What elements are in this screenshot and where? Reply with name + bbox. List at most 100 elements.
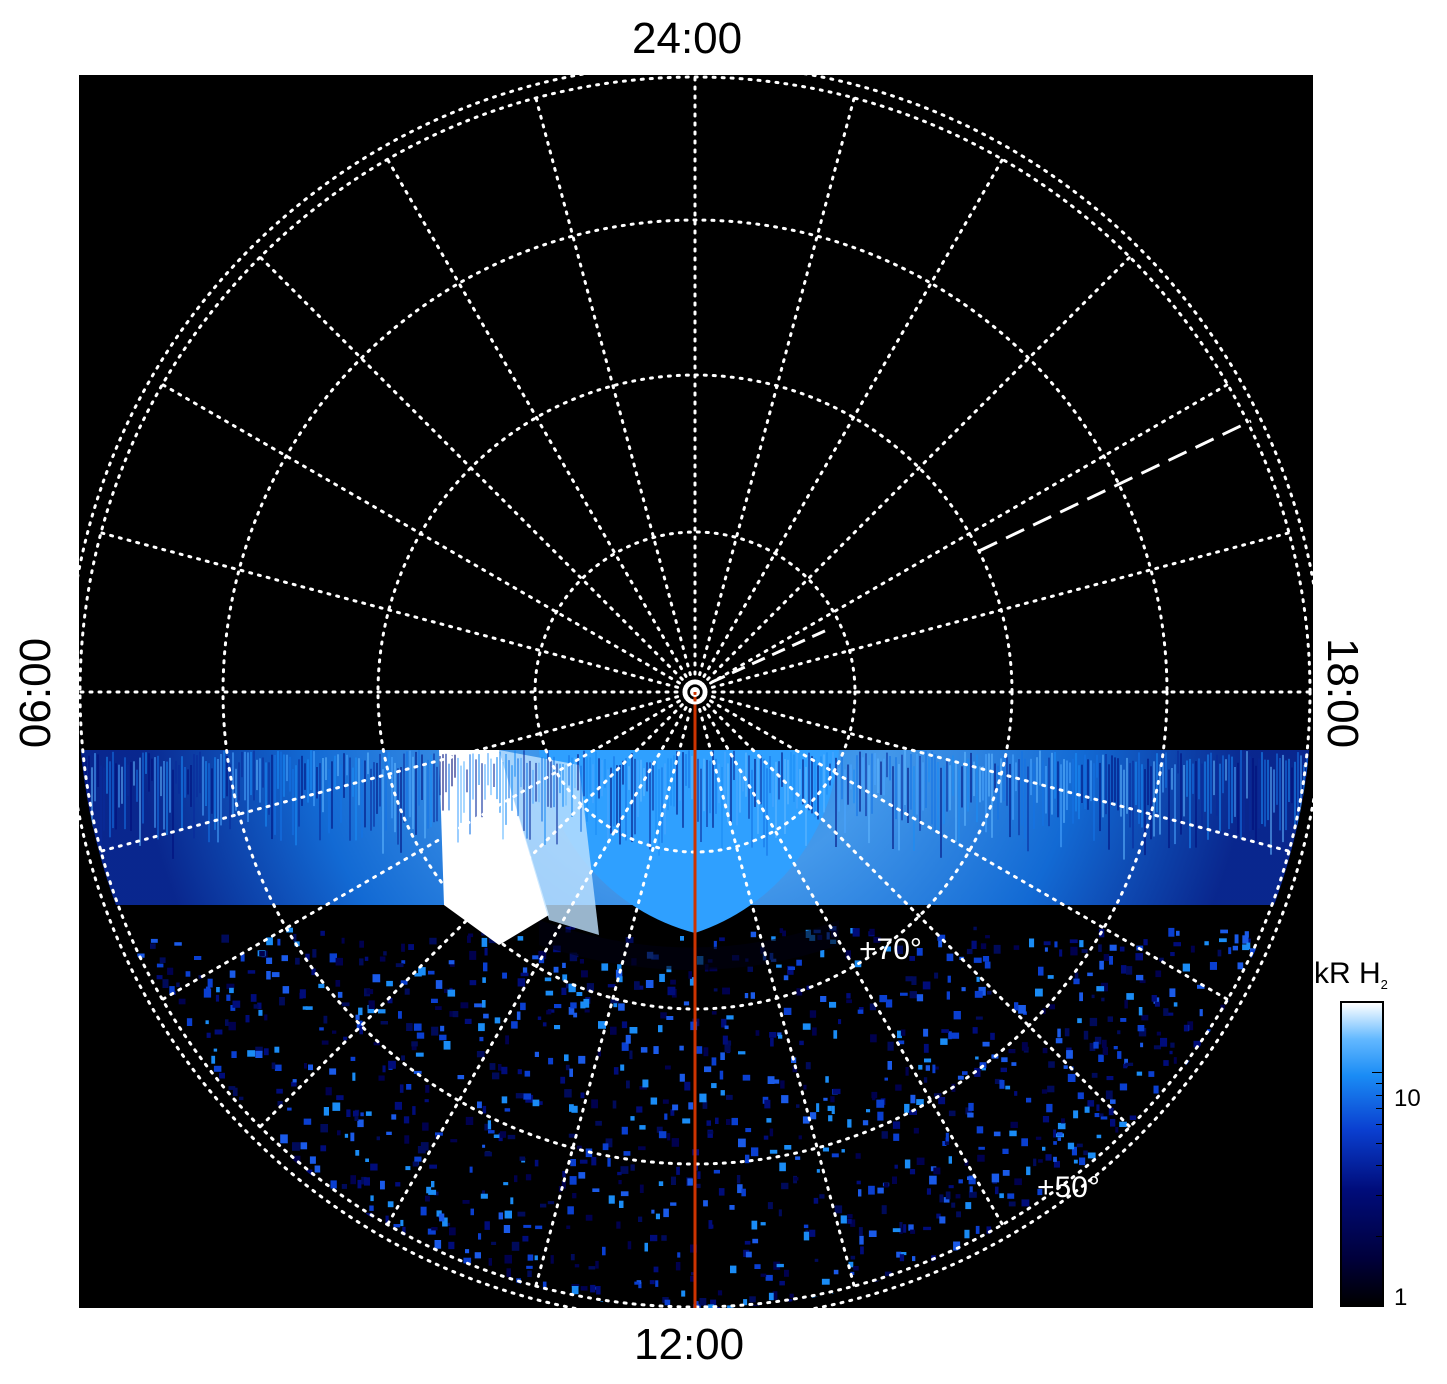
noise-pixel [625, 937, 634, 944]
streak [289, 756, 291, 792]
streak [85, 759, 87, 805]
noise-pixel [1099, 960, 1104, 970]
noise-pixel [1077, 1092, 1084, 1100]
noise-pixel [1089, 1042, 1096, 1051]
noise-pixel [367, 1005, 375, 1014]
streak [271, 754, 273, 840]
streak [1246, 751, 1248, 799]
noise-pixel [869, 1003, 876, 1011]
noise-pixel [722, 987, 730, 995]
noise-pixel [405, 1166, 411, 1171]
noise-pixel [1227, 1000, 1232, 1009]
noise-pixel [366, 1212, 373, 1219]
noise-pixel [778, 1209, 782, 1217]
noise-pixel [832, 1088, 841, 1095]
streak [478, 754, 480, 785]
noise-pixel [916, 1099, 924, 1105]
streak [955, 761, 957, 842]
streak [442, 754, 444, 811]
noise-pixel [185, 971, 191, 977]
noise-pixel [137, 953, 145, 958]
noise-pixel [825, 1076, 829, 1083]
noise-pixel [425, 1195, 430, 1202]
noise-pixel [479, 1036, 484, 1042]
noise-pixel [400, 1219, 404, 1227]
streak [751, 769, 753, 848]
streak [265, 762, 267, 827]
noise-pixel [782, 930, 786, 937]
noise-pixel [1246, 942, 1251, 950]
noise-pixel [885, 999, 893, 1008]
noise-pixel [639, 1086, 647, 1090]
noise-pixel [176, 982, 180, 987]
noise-pixel [872, 1095, 876, 1101]
streak [910, 754, 912, 810]
noise-pixel [448, 1241, 455, 1250]
noise-pixel [229, 987, 234, 994]
streak [94, 753, 96, 802]
noise-pixel [341, 1184, 347, 1189]
noise-pixel [1045, 1154, 1052, 1161]
noise-pixel [373, 1042, 380, 1046]
noise-pixel [1125, 1062, 1134, 1066]
noise-pixel [1124, 999, 1128, 1009]
streak [1255, 765, 1257, 841]
streak [343, 753, 345, 798]
meridian-line [97, 690, 697, 854]
dashed-reference-line-outer [978, 419, 1252, 553]
streak [1036, 757, 1038, 803]
noise-pixel [504, 1210, 512, 1219]
noise-pixel [332, 1030, 337, 1034]
noise-pixel [1048, 1061, 1055, 1068]
streak [127, 764, 129, 796]
noise-pixel [945, 1132, 949, 1142]
streak [508, 760, 510, 799]
streak [1210, 752, 1212, 814]
streak [775, 761, 777, 838]
noise-pixel [912, 1256, 916, 1262]
meridian-line [693, 690, 1133, 1130]
noise-pixel [355, 1150, 360, 1156]
polar-plot-svg: +70° +50° [65, 62, 1325, 1322]
streak [1069, 762, 1071, 784]
noise-pixel [1042, 1047, 1048, 1054]
streak [340, 764, 342, 823]
noise-pixel [1096, 986, 1105, 992]
noise-pixel [570, 1254, 575, 1261]
noise-pixel [1042, 1008, 1046, 1015]
streak [760, 755, 762, 805]
streak [1240, 750, 1242, 840]
streak [784, 759, 786, 834]
noise-pixel [517, 978, 526, 987]
noise-pixel [779, 928, 784, 934]
noise-pixel [694, 1183, 701, 1189]
noise-pixel [247, 1050, 256, 1057]
streak [1171, 768, 1173, 790]
noise-pixel [802, 1116, 810, 1124]
streak [721, 767, 723, 850]
streak [1030, 758, 1032, 796]
streak [559, 763, 561, 794]
streak [913, 766, 915, 851]
streak [394, 762, 396, 833]
noise-pixel [1047, 975, 1054, 979]
noise-pixel [683, 1001, 690, 1006]
noise-pixel [858, 1189, 862, 1197]
noise-pixel [425, 1085, 430, 1093]
noise-pixel [586, 983, 594, 992]
noise-pixel [933, 1167, 941, 1175]
noise-pixel [616, 1221, 621, 1229]
noise-pixel [494, 1017, 501, 1024]
noise-pixel [619, 976, 623, 983]
noise-pixel [754, 1264, 761, 1269]
noise-pixel [884, 1271, 892, 1277]
noise-pixel [205, 1020, 209, 1025]
streak [1042, 760, 1044, 827]
noise-pixel [1066, 1050, 1073, 1059]
noise-pixel [1217, 949, 1222, 957]
noise-pixel [724, 1025, 729, 1030]
streak [319, 763, 321, 841]
noise-pixel [562, 962, 566, 968]
noise-pixel [719, 937, 725, 942]
streak [316, 767, 318, 799]
